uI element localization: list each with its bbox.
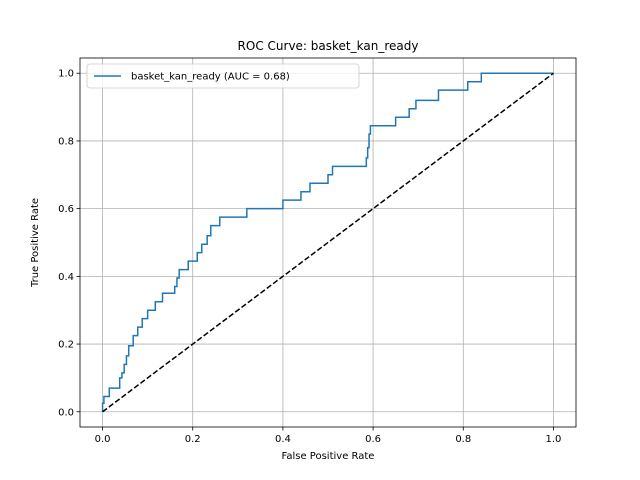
y-tick-label: 1.0	[58, 69, 74, 80]
roc-curve-line	[101, 72, 554, 412]
ticks: 0.0 0.2 0.4 0.6 0.8 1.0 0.0 0.2 0.4 0.6 0.8 1.0	[58, 69, 561, 445]
series-layer	[101, 72, 554, 413]
plot-frame	[79, 57, 577, 428]
chance-diagonal-line	[102, 72, 554, 413]
x-tick-label: 0.8	[455, 434, 471, 445]
y-tick-label: 0.4	[58, 272, 74, 283]
x-tick-label: 1.0	[546, 434, 562, 445]
x-tick-label: 0.2	[185, 434, 201, 445]
y-tick-label: 0.8	[58, 136, 74, 147]
legend-entry-label: basket_kan_ready (AUC = 0.68)	[131, 72, 290, 83]
x-tick-label: 0.4	[275, 434, 291, 445]
legend-box	[86, 63, 360, 89]
y-tick-label: 0.2	[58, 340, 74, 351]
y-tick-label: 0.0	[58, 407, 74, 418]
x-tick-label: 0.6	[365, 434, 381, 445]
y-tick-label: 0.6	[58, 204, 74, 215]
x-axis-label: False Positive Rate	[282, 451, 375, 462]
x-tick-label: 0.0	[95, 434, 111, 445]
chart-title: ROC Curve: basket_kan_ready	[238, 39, 419, 53]
legend: basket_kan_ready (AUC = 0.68)	[86, 63, 360, 89]
y-axis-label: True Positive Rate	[30, 198, 41, 288]
